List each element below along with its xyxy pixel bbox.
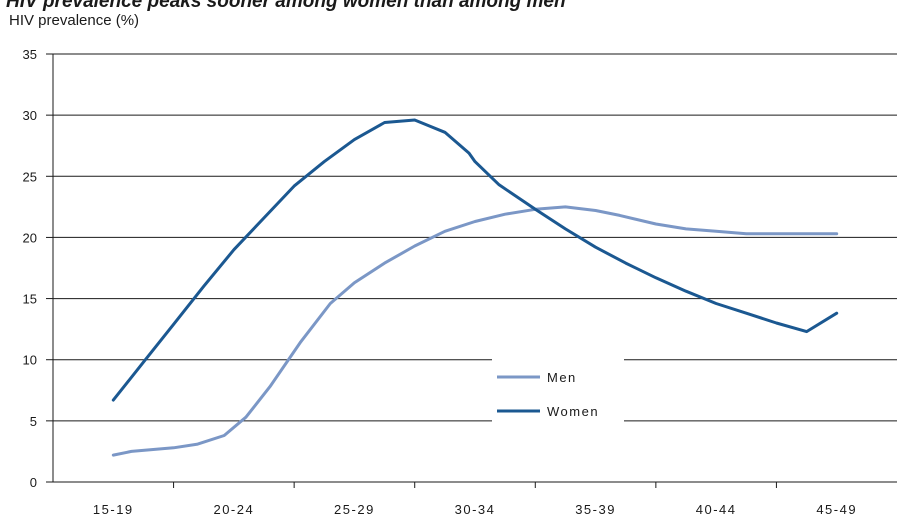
x-tick-label: 35-39	[575, 502, 616, 517]
y-tick-label: 5	[30, 414, 37, 429]
x-tick-label: 30-34	[455, 502, 496, 517]
y-axis-label: HIV prevalence (%)	[9, 12, 140, 29]
y-tick-label: 30	[23, 108, 37, 123]
x-tick-label: 25-29	[334, 502, 375, 517]
y-tick-label: 10	[23, 353, 37, 368]
series-line-women	[111, 118, 839, 402]
y-tick-label: 20	[23, 230, 37, 245]
y-tick-label: 15	[23, 292, 37, 307]
y-tick-label: 35	[23, 47, 37, 62]
x-tick-label: 20-24	[213, 502, 254, 517]
x-tick-label: 45-49	[816, 502, 857, 517]
series-line-men	[111, 205, 839, 457]
legend-label-women: Women	[547, 404, 599, 419]
x-tick-label: 15-19	[93, 502, 134, 517]
x-tick-label: 40-44	[696, 502, 737, 517]
y-tick-label: 0	[30, 475, 37, 490]
y-tick-label: 25	[23, 169, 37, 184]
chart-title: HIV prevalence peaks sooner among women …	[6, 0, 566, 12]
legend-label-men: Men	[547, 370, 577, 385]
